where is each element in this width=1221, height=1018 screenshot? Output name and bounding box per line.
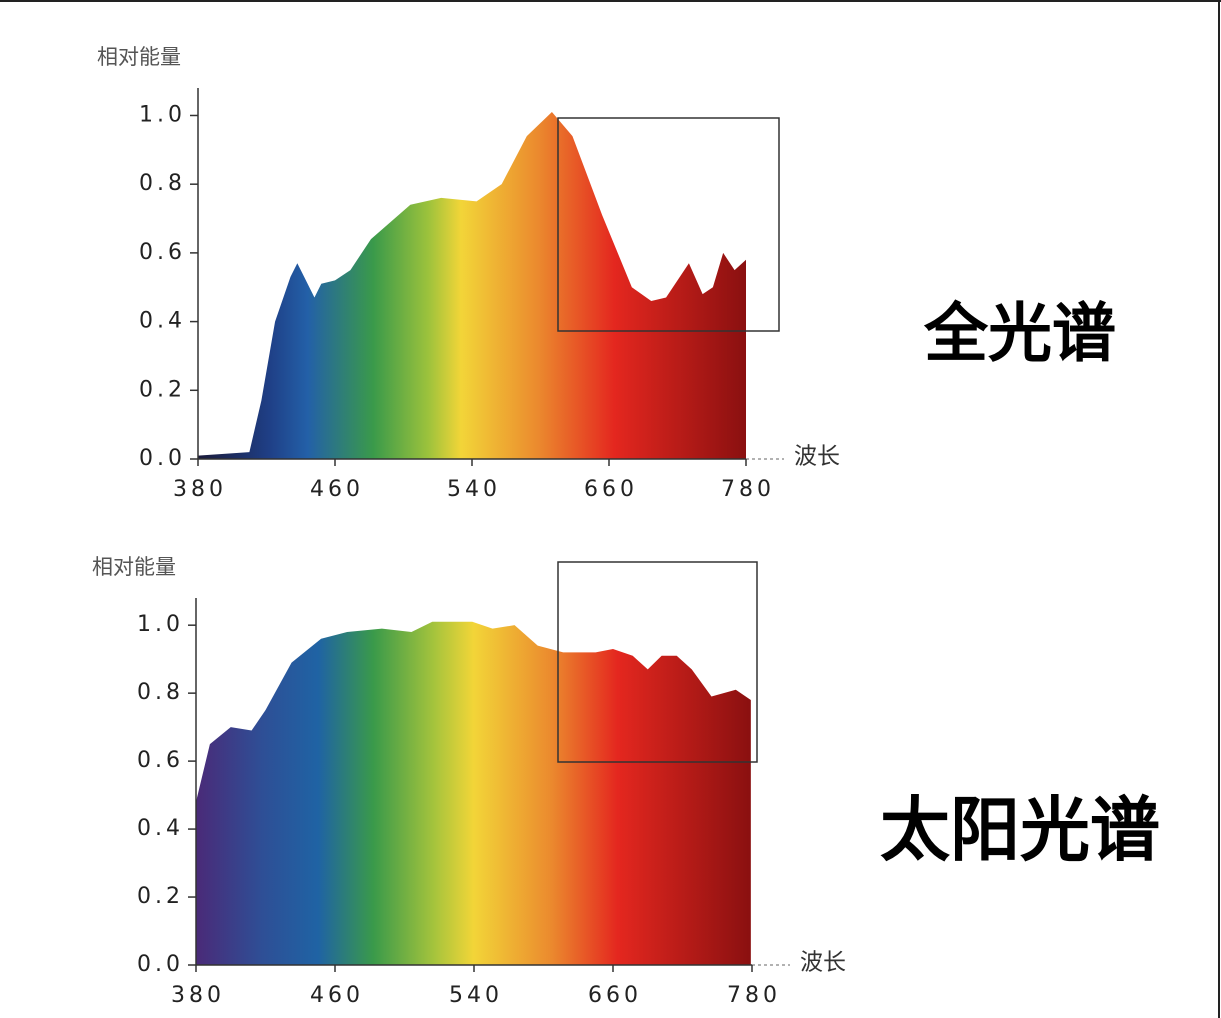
y-axis-label: 相对能量 [97,45,181,69]
annotation: 太阳光谱 [880,789,1160,871]
x-axis-label: 波长 [794,444,840,470]
y-tick-label: 0.4 [137,816,184,841]
y-tick-label: 1.0 [139,102,186,127]
x-tick-label: 460 [310,477,364,502]
x-tick-label: 780 [727,983,781,1008]
y-axis-label: 相对能量 [92,555,176,579]
y-tick-label: 0.6 [137,748,184,773]
x-tick-label: 780 [721,477,775,502]
y-tick-label: 0.0 [139,446,186,471]
spectrum-area [196,621,751,965]
x-tick-label: 460 [310,983,364,1008]
x-tick-label: 380 [171,983,225,1008]
annotation: 全光谱 [923,298,1116,372]
y-tick-label: 1.0 [137,612,184,637]
x-tick-label: 660 [584,477,638,502]
spectrum-area [198,112,746,459]
x-tick-label: 660 [588,983,642,1008]
x-tick-label: 540 [447,477,501,502]
x-axis-label: 波长 [800,950,846,976]
highlight-box [557,117,780,332]
y-tick-label: 0.4 [139,309,186,334]
y-tick-label: 0.8 [139,171,186,196]
y-tick-label: 0.6 [139,240,186,265]
x-tick-label: 540 [449,983,503,1008]
x-tick-label: 380 [173,477,227,502]
highlight-box [557,561,758,763]
y-tick-label: 0.2 [139,377,186,402]
y-tick-label: 0.0 [137,952,184,977]
y-tick-label: 0.2 [137,884,184,909]
y-tick-label: 0.8 [137,680,184,705]
